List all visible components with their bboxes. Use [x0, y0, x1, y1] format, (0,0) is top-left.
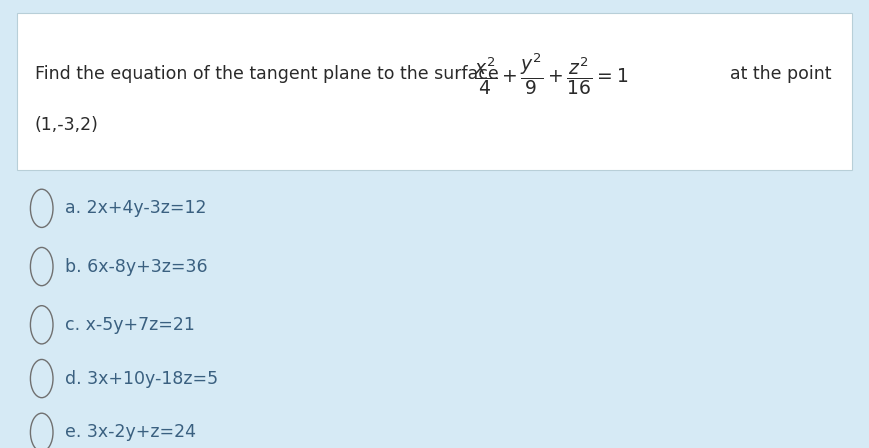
- Text: e. 3x-2y+z=24: e. 3x-2y+z=24: [65, 423, 196, 441]
- Text: b. 6x-8y+3z=36: b. 6x-8y+3z=36: [65, 258, 208, 276]
- Text: (1,-3,2): (1,-3,2): [35, 116, 99, 134]
- Text: a. 2x+4y-3z=12: a. 2x+4y-3z=12: [65, 199, 207, 217]
- Text: c. x-5y+7z=21: c. x-5y+7z=21: [65, 316, 195, 334]
- FancyBboxPatch shape: [17, 13, 852, 170]
- Text: $\dfrac{x^2}{4}+\dfrac{y^2}{9}+\dfrac{z^2}{16}=1$: $\dfrac{x^2}{4}+\dfrac{y^2}{9}+\dfrac{z^…: [474, 51, 628, 97]
- Text: d. 3x+10y-18z=5: d. 3x+10y-18z=5: [65, 370, 218, 388]
- Text: at the point: at the point: [730, 65, 832, 83]
- Text: Find the equation of the tangent plane to the surface: Find the equation of the tangent plane t…: [35, 65, 499, 83]
